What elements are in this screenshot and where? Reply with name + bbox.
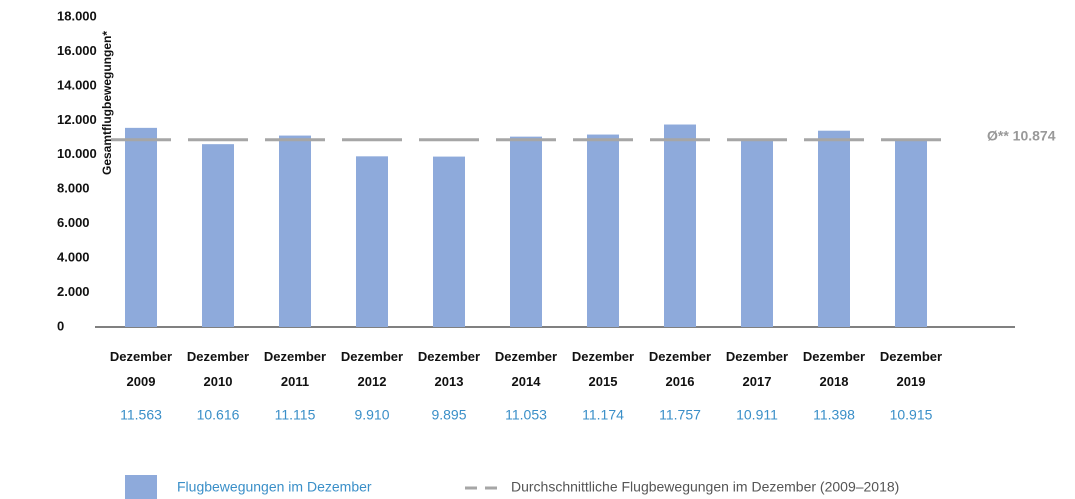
y-axis-label: Gesamtflugbewegungen* bbox=[100, 31, 114, 175]
x-tick-label: Dezember 2017 bbox=[725, 349, 789, 389]
x-tick-label: Dezember 2010 bbox=[186, 349, 250, 389]
value-label: 10.911 bbox=[736, 407, 778, 423]
value-label: 11.398 bbox=[813, 407, 855, 423]
x-tick-label: Dezember 2012 bbox=[340, 349, 404, 389]
legend-label: Durchschnittliche Flugbewegungen im Deze… bbox=[511, 479, 899, 495]
y-tick-label: 6.000 bbox=[57, 215, 90, 230]
x-tick-label: Dezember 2009 bbox=[109, 349, 173, 389]
x-tick-label: Dezember 2016 bbox=[648, 349, 712, 389]
average-label: Ø** 10.874 bbox=[987, 127, 1056, 143]
bar bbox=[279, 135, 311, 327]
bar bbox=[587, 134, 619, 327]
x-tick-label: Dezember 2013 bbox=[417, 349, 481, 389]
value-label: 10.915 bbox=[890, 407, 933, 423]
bar bbox=[356, 156, 388, 327]
value-label: 10.616 bbox=[197, 407, 240, 423]
bar bbox=[202, 144, 234, 327]
x-tick-label: Dezember 2015 bbox=[571, 349, 635, 389]
value-label: 11.053 bbox=[505, 407, 547, 423]
legend-swatch bbox=[125, 475, 157, 499]
bar bbox=[741, 139, 773, 327]
bar bbox=[125, 127, 157, 328]
value-label: 11.563 bbox=[120, 407, 162, 423]
y-tick-label: 2.000 bbox=[57, 284, 90, 299]
x-tick-label: Dezember 2011 bbox=[263, 349, 327, 389]
bar bbox=[510, 136, 542, 327]
bar bbox=[818, 130, 850, 327]
value-label: 9.895 bbox=[431, 407, 466, 423]
y-tick-label: 12.000 bbox=[57, 112, 97, 127]
bar bbox=[664, 124, 696, 327]
y-tick-label: 0 bbox=[57, 318, 64, 333]
value-label: 9.910 bbox=[354, 407, 389, 423]
legend-label: Flugbewegungen im Dezember bbox=[177, 479, 372, 495]
y-tick-label: 10.000 bbox=[57, 146, 97, 161]
value-label: 11.115 bbox=[275, 407, 316, 423]
x-tick-label: Dezember 2014 bbox=[494, 349, 558, 389]
bar bbox=[895, 139, 927, 327]
x-tick-label: Dezember 2018 bbox=[802, 349, 866, 389]
y-tick-label: 18.000 bbox=[57, 8, 97, 23]
y-tick-label: 8.000 bbox=[57, 181, 90, 196]
value-label: 11.174 bbox=[582, 407, 624, 423]
y-tick-label: 14.000 bbox=[57, 77, 97, 92]
value-label: 11.757 bbox=[659, 407, 701, 423]
y-tick-label: 16.000 bbox=[57, 43, 97, 58]
bar bbox=[433, 156, 465, 327]
y-tick-label: 4.000 bbox=[57, 250, 90, 265]
x-tick-label: Dezember 2019 bbox=[879, 349, 943, 389]
